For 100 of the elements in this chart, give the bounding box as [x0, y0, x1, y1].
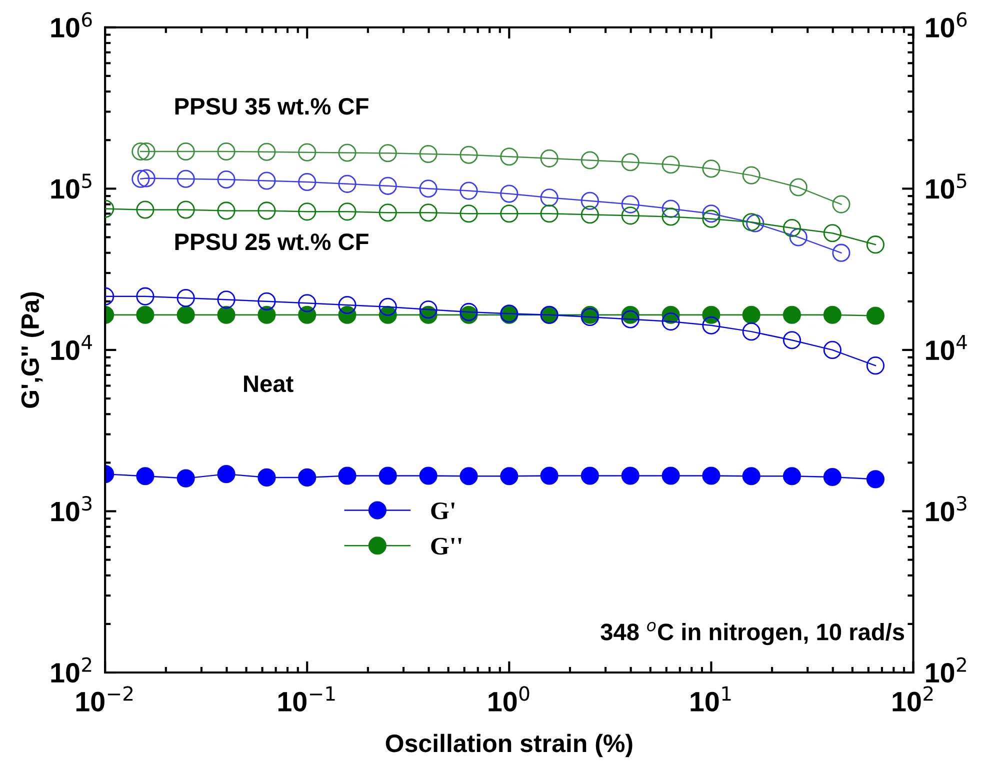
point	[540, 466, 558, 485]
point	[742, 306, 760, 324]
point	[176, 200, 195, 219]
point	[702, 316, 720, 334]
point	[298, 172, 316, 192]
annotation: 348 $^{o}$C in nitrogen, 10 rad/s	[600, 622, 904, 646]
legend-label: G''	[431, 538, 462, 555]
point	[540, 188, 558, 207]
y-tick-label: 10$^{4}$	[926, 335, 967, 360]
point	[378, 204, 397, 222]
point	[338, 466, 356, 485]
point	[137, 169, 156, 188]
point	[258, 172, 276, 190]
point	[580, 466, 599, 485]
point	[338, 174, 356, 193]
point	[378, 298, 397, 316]
y-axis-title: G',G'' (Pa)	[20, 292, 44, 408]
point	[298, 202, 316, 221]
point	[378, 176, 397, 195]
point	[378, 466, 397, 485]
point	[580, 206, 599, 224]
point	[136, 200, 154, 219]
point	[338, 296, 356, 314]
annotation: Neat	[244, 376, 294, 392]
point	[662, 466, 680, 485]
point	[298, 468, 316, 486]
point	[742, 166, 760, 184]
point	[419, 466, 438, 485]
legend-label: G'	[431, 502, 454, 520]
x-tick-label: 10$^{2}$	[892, 686, 933, 712]
point	[378, 144, 397, 162]
x-tick-label: 10$^{0}$	[488, 686, 530, 712]
point	[662, 156, 680, 174]
point	[217, 142, 236, 161]
point	[742, 322, 760, 341]
text: 10$^{4}$	[51, 335, 92, 360]
point	[217, 290, 236, 309]
point	[742, 467, 760, 486]
point	[136, 467, 154, 486]
y-tick-label: 10$^{5}$	[926, 174, 966, 199]
point	[460, 302, 478, 321]
point	[137, 142, 156, 161]
point	[258, 306, 276, 324]
x-tick-label: 10$^{−1}$	[278, 686, 335, 712]
point	[176, 469, 195, 488]
text: 10$^{6}$	[51, 12, 92, 38]
point	[419, 180, 438, 198]
point	[217, 465, 236, 484]
point	[419, 204, 438, 222]
point	[662, 208, 680, 226]
point	[702, 204, 720, 223]
point	[621, 153, 640, 172]
point	[460, 467, 478, 486]
point	[580, 151, 599, 170]
point	[540, 204, 558, 223]
point	[823, 306, 842, 324]
point	[702, 306, 720, 324]
point	[500, 148, 518, 166]
point	[702, 160, 720, 178]
point	[702, 210, 720, 228]
y-tick-label: 10$^{2}$	[926, 657, 966, 683]
point	[500, 204, 518, 223]
point	[580, 192, 599, 210]
point	[338, 202, 356, 221]
point	[782, 331, 801, 350]
x-tick-label: 10$^{1}$	[690, 686, 731, 712]
point	[136, 306, 154, 324]
point	[823, 224, 842, 242]
point	[258, 142, 276, 161]
point	[217, 202, 236, 220]
point	[258, 202, 276, 220]
point	[823, 340, 842, 359]
point	[782, 219, 801, 238]
point	[782, 467, 801, 486]
point	[217, 306, 236, 324]
point	[621, 206, 640, 225]
point	[258, 292, 276, 310]
text: 10$^{5}$	[51, 174, 92, 199]
point	[782, 306, 801, 324]
point	[298, 143, 316, 162]
point	[419, 144, 438, 164]
point	[338, 306, 356, 324]
point	[176, 142, 195, 161]
point	[217, 170, 236, 189]
point	[460, 204, 478, 223]
point	[742, 213, 760, 232]
point	[136, 287, 154, 306]
point	[298, 294, 316, 312]
point	[621, 310, 640, 328]
point	[662, 312, 680, 331]
point	[621, 195, 640, 214]
y-tick-label: 10$^{3}$	[926, 496, 966, 522]
point	[662, 200, 680, 218]
point	[500, 467, 518, 486]
point	[176, 306, 195, 324]
point	[338, 144, 356, 162]
point	[823, 468, 842, 486]
point	[702, 466, 720, 485]
point	[298, 306, 316, 324]
point	[500, 184, 518, 203]
